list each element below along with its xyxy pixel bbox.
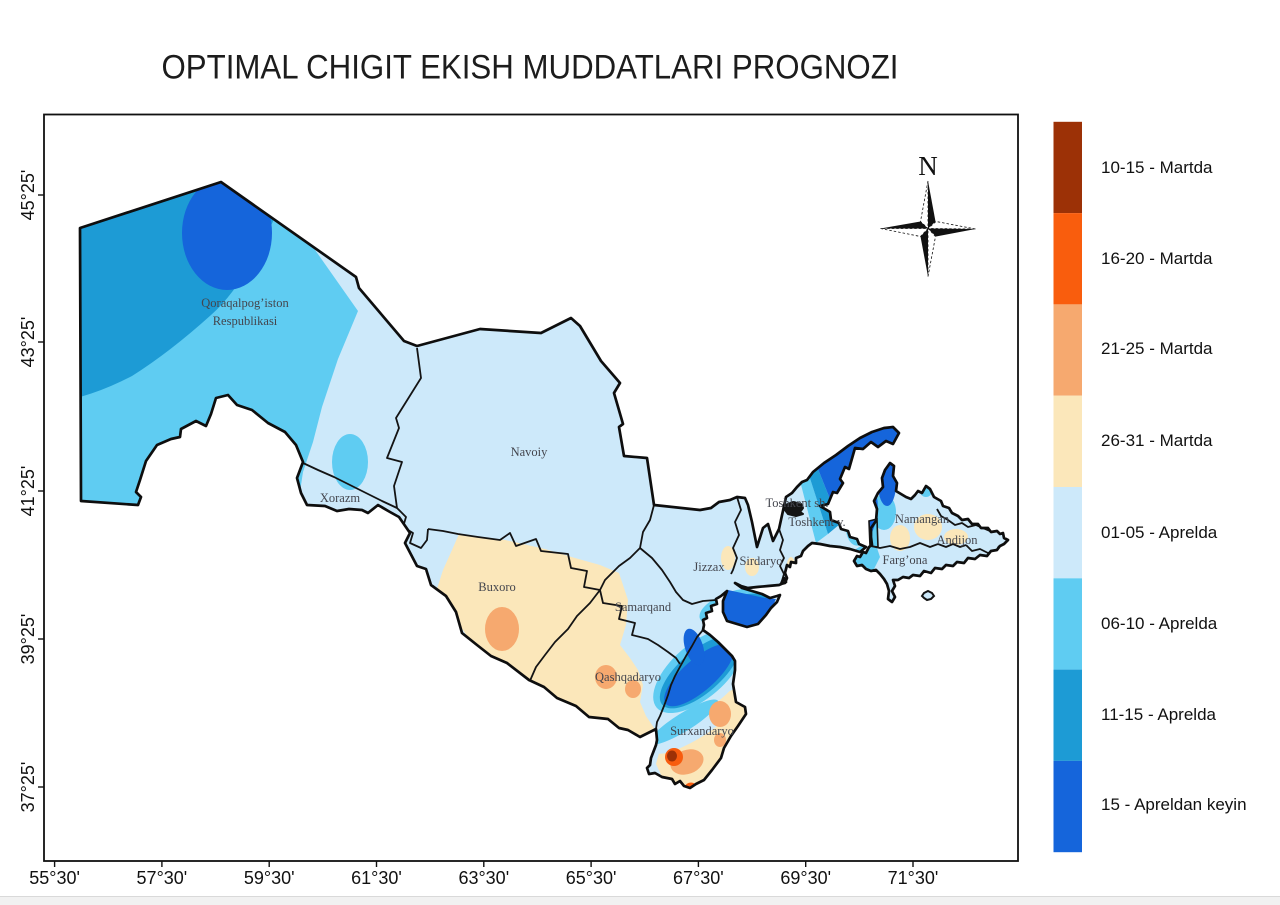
svg-text:Jizzax: Jizzax: [693, 560, 725, 574]
svg-text:71°30': 71°30': [888, 868, 939, 888]
svg-text:06-10 - Aprelda: 06-10 - Aprelda: [1101, 614, 1218, 633]
svg-text:Respublikasi: Respublikasi: [213, 314, 278, 328]
svg-text:Toshkent v.: Toshkent v.: [788, 515, 845, 529]
svg-text:OPTIMAL CHIGIT EKISH MUDDATLAR: OPTIMAL CHIGIT EKISH MUDDATLARI PROGNOZI: [162, 49, 899, 87]
svg-text:45°25': 45°25': [18, 170, 38, 221]
svg-text:41°25': 41°25': [18, 466, 38, 517]
svg-text:Namangan: Namangan: [895, 512, 950, 526]
svg-text:N: N: [918, 151, 938, 181]
svg-text:21-25 - Martda: 21-25 - Martda: [1101, 339, 1213, 358]
svg-text:39°25': 39°25': [18, 614, 38, 665]
svg-text:55°30': 55°30': [29, 868, 80, 888]
svg-text:16-20 - Martda: 16-20 - Martda: [1101, 249, 1213, 268]
svg-text:Farg’ona: Farg’ona: [883, 553, 928, 567]
svg-text:10-15 - Martda: 10-15 - Martda: [1101, 158, 1213, 177]
svg-text:01-05 - Aprelda: 01-05 - Aprelda: [1101, 523, 1218, 542]
svg-text:65°30': 65°30': [566, 868, 617, 888]
svg-text:69°30': 69°30': [780, 868, 831, 888]
svg-text:Qoraqalpog’iston: Qoraqalpog’iston: [201, 296, 289, 310]
svg-text:Qashqadaryo: Qashqadaryo: [595, 670, 661, 684]
svg-text:Surxandaryo: Surxandaryo: [670, 724, 734, 738]
svg-text:57°30': 57°30': [137, 868, 188, 888]
svg-text:59°30': 59°30': [244, 868, 295, 888]
svg-text:15 - Apreldan keyin: 15 - Apreldan keyin: [1101, 795, 1247, 814]
svg-text:Andijon: Andijon: [937, 533, 979, 547]
svg-text:Sirdaryo: Sirdaryo: [739, 554, 782, 568]
svg-text:61°30': 61°30': [351, 868, 402, 888]
svg-text:43°25': 43°25': [18, 317, 38, 368]
svg-text:Toshkent sh.: Toshkent sh.: [765, 496, 828, 510]
svg-text:Samarqand: Samarqand: [615, 600, 672, 614]
svg-text:37°25': 37°25': [18, 762, 38, 813]
svg-text:63°30': 63°30': [458, 868, 509, 888]
svg-text:67°30': 67°30': [673, 868, 724, 888]
svg-text:26-31 - Martda: 26-31 - Martda: [1101, 431, 1213, 450]
svg-text:11-15 - Aprelda: 11-15 - Aprelda: [1101, 705, 1217, 724]
svg-text:Buxoro: Buxoro: [478, 580, 516, 594]
svg-text:Xorazm: Xorazm: [320, 491, 361, 505]
svg-text:Navoiy: Navoiy: [511, 445, 549, 459]
